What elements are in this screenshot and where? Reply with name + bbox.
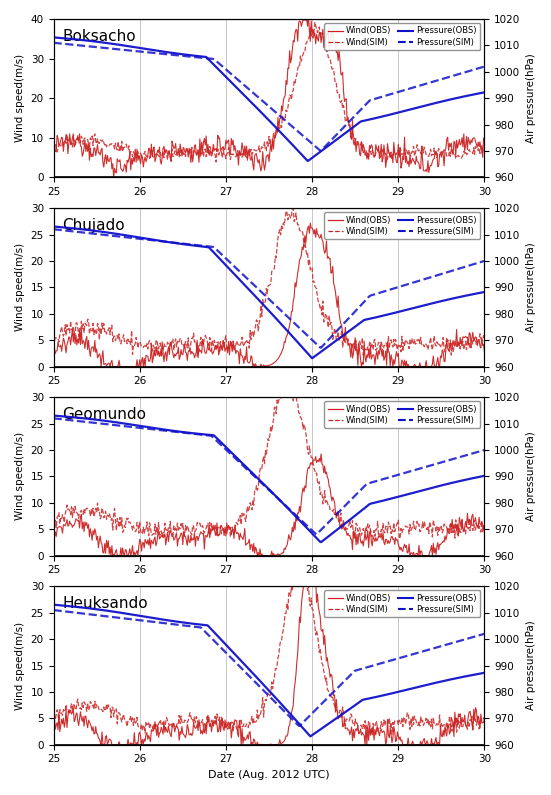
Legend: Wind(OBS), Wind(SIM), Pressure(OBS), Pressure(SIM): Wind(OBS), Wind(SIM), Pressure(OBS), Pre… xyxy=(325,23,480,50)
Text: Boksacho: Boksacho xyxy=(62,29,136,44)
Y-axis label: Air pressure(hPa): Air pressure(hPa) xyxy=(526,242,536,332)
Text: Chujado: Chujado xyxy=(62,218,125,233)
Legend: Wind(OBS), Wind(SIM), Pressure(OBS), Pressure(SIM): Wind(OBS), Wind(SIM), Pressure(OBS), Pre… xyxy=(325,401,480,429)
Y-axis label: Wind speed(m/s): Wind speed(m/s) xyxy=(15,54,25,142)
Text: Geomundo: Geomundo xyxy=(62,407,146,421)
Y-axis label: Wind speed(m/s): Wind speed(m/s) xyxy=(15,243,25,332)
Text: Heuksando: Heuksando xyxy=(62,595,148,611)
X-axis label: Date (Aug. 2012 UTC): Date (Aug. 2012 UTC) xyxy=(208,770,330,780)
Y-axis label: Wind speed(m/s): Wind speed(m/s) xyxy=(15,432,25,521)
Y-axis label: Air pressure(hPa): Air pressure(hPa) xyxy=(526,621,536,711)
Legend: Wind(OBS), Wind(SIM), Pressure(OBS), Pressure(SIM): Wind(OBS), Wind(SIM), Pressure(OBS), Pre… xyxy=(325,591,480,617)
Legend: Wind(OBS), Wind(SIM), Pressure(OBS), Pressure(SIM): Wind(OBS), Wind(SIM), Pressure(OBS), Pre… xyxy=(325,212,480,239)
Y-axis label: Air pressure(hPa): Air pressure(hPa) xyxy=(526,432,536,522)
Y-axis label: Air pressure(hPa): Air pressure(hPa) xyxy=(526,53,536,143)
Y-axis label: Wind speed(m/s): Wind speed(m/s) xyxy=(15,622,25,710)
